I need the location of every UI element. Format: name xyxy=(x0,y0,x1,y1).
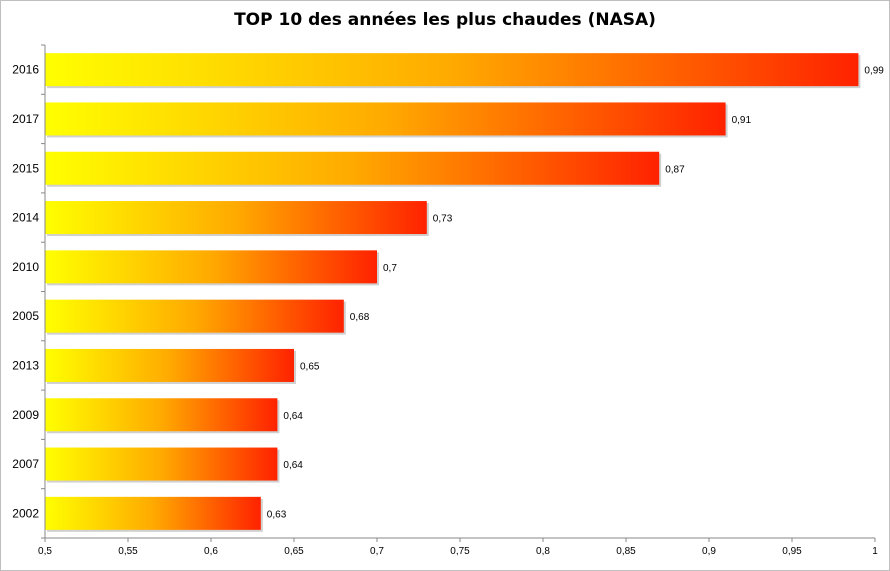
bar-2014 xyxy=(45,201,427,235)
category-label-2010: 2010 xyxy=(12,260,39,274)
x-tick-label: 0,55 xyxy=(118,546,138,557)
category-label-2013: 2013 xyxy=(12,358,39,372)
data-label-2016: 0,99 xyxy=(864,66,884,77)
bar-2010 xyxy=(45,250,377,284)
x-tick-label: 0,95 xyxy=(782,546,802,557)
x-tick-label: 1 xyxy=(872,546,878,557)
data-label-2009: 0,64 xyxy=(283,411,303,422)
category-label-2005: 2005 xyxy=(12,309,39,323)
bar-2002 xyxy=(45,496,261,530)
bar-2009 xyxy=(45,398,278,432)
x-tick-label: 0,9 xyxy=(702,546,716,557)
x-tick-label: 0,65 xyxy=(284,546,304,557)
x-tick-label: 0,5 xyxy=(38,546,52,557)
data-label-2002: 0,63 xyxy=(267,509,287,520)
chart-title: TOP 10 des années les plus chaudes (NASA… xyxy=(234,10,656,30)
category-label-2015: 2015 xyxy=(12,161,39,175)
data-label-2015: 0,87 xyxy=(665,164,685,175)
category-label-2014: 2014 xyxy=(12,211,39,225)
bar-2016 xyxy=(45,53,859,87)
bar-2017 xyxy=(45,102,726,136)
bars-layer: 0,99 0,91 0,87 0,73 0,7 0,68 0,65 0,64 0,64 0,63 xyxy=(45,53,884,532)
category-label-2017: 2017 xyxy=(12,112,39,126)
axis-layer: 2016 2017 2015 2014 2010 2005 2013 2009 2007 2002… xyxy=(12,44,878,557)
data-label-2007: 0,64 xyxy=(283,460,303,471)
category-label-2009: 2009 xyxy=(12,408,39,422)
x-tick-label: 0,85 xyxy=(616,546,636,557)
x-tick-label: 0,75 xyxy=(450,546,470,557)
data-label-2013: 0,65 xyxy=(300,361,320,372)
data-label-2014: 0,73 xyxy=(433,214,453,225)
data-label-2010: 0,7 xyxy=(383,263,397,274)
bar-2013 xyxy=(45,348,294,382)
data-label-2017: 0,91 xyxy=(732,115,752,126)
category-label-2002: 2002 xyxy=(12,506,39,520)
x-tick-label: 0,8 xyxy=(536,546,550,557)
category-label-2007: 2007 xyxy=(12,457,39,471)
bar-2005 xyxy=(45,299,344,333)
data-label-2005: 0,68 xyxy=(350,312,370,323)
x-tick-label: 0,7 xyxy=(370,546,384,557)
bar-2015 xyxy=(45,151,660,185)
bar-2007 xyxy=(45,447,278,481)
category-label-2016: 2016 xyxy=(12,63,39,77)
x-tick-label: 0,6 xyxy=(204,546,218,557)
